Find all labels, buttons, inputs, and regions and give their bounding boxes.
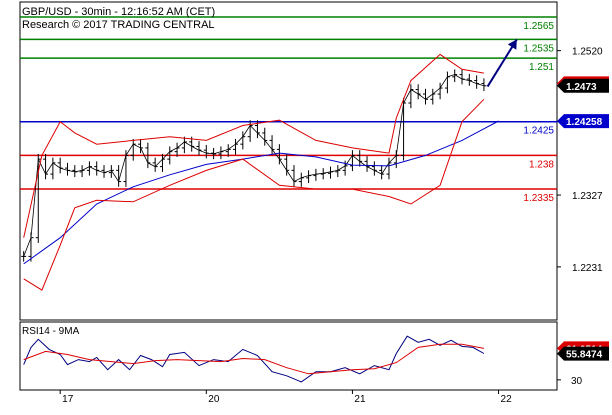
level-label: 1.251 bbox=[529, 62, 554, 73]
rsi-badge-bg bbox=[557, 346, 609, 361]
rsi-ma-line bbox=[23, 343, 484, 375]
rsi-series bbox=[23, 335, 485, 383]
rsi-panel bbox=[19, 321, 558, 391]
axes: 1.2520 1.2327 1.2231 30 17 20 21 22 bbox=[59, 47, 603, 405]
moving-average-line bbox=[23, 120, 499, 265]
x-tick-label: 21 bbox=[354, 394, 366, 405]
forecast-arrow-head bbox=[507, 39, 517, 50]
lower-band-line bbox=[23, 98, 485, 291]
upper-band-line bbox=[23, 53, 484, 238]
price-badge: 1.2473 bbox=[557, 78, 609, 93]
rsi-title: RSI14 - 9MA bbox=[22, 326, 80, 337]
rsi-rsi-line bbox=[23, 335, 485, 383]
price-badge-bg bbox=[557, 114, 609, 129]
price-panel bbox=[19, 1, 558, 321]
level-label: 1.238 bbox=[529, 159, 554, 170]
price-tick-label: 1.2231 bbox=[572, 263, 603, 274]
level-label: 1.2565 bbox=[523, 21, 554, 32]
chart-subtitle: Research © 2017 TRADING CENTRAL bbox=[22, 19, 215, 31]
price-tick-label: 1.2327 bbox=[572, 191, 603, 202]
support-resistance-levels: 1.2565 1.2535 1.251 1.2425 1.238 1.2335 bbox=[20, 16, 557, 204]
level-label: 1.2535 bbox=[523, 43, 554, 54]
price-badge-label: 1.24258 bbox=[566, 117, 603, 128]
level-label: 1.2335 bbox=[523, 193, 554, 204]
price-tick-label: 1.2520 bbox=[572, 47, 603, 58]
price-line bbox=[23, 74, 485, 257]
rsi-badge-label: 55.8474 bbox=[566, 350, 603, 361]
x-tick-label: 17 bbox=[62, 394, 74, 405]
forecast-arrow bbox=[486, 38, 518, 88]
rsi-badge: 55.8474 bbox=[557, 346, 609, 361]
price-badge-label: 1.2473 bbox=[566, 82, 597, 93]
chart-title: GBP/USD - 30min - 12:16:52 AM (CET) bbox=[22, 6, 215, 18]
x-tick-label: 22 bbox=[501, 394, 513, 405]
price-badge-bg bbox=[557, 78, 609, 93]
rsi-tick-label: 30 bbox=[571, 376, 583, 387]
price-series bbox=[21, 38, 518, 291]
price-badge: 1.24258 bbox=[557, 114, 609, 129]
x-tick-label: 20 bbox=[208, 394, 220, 405]
level-label: 1.2425 bbox=[523, 126, 554, 137]
